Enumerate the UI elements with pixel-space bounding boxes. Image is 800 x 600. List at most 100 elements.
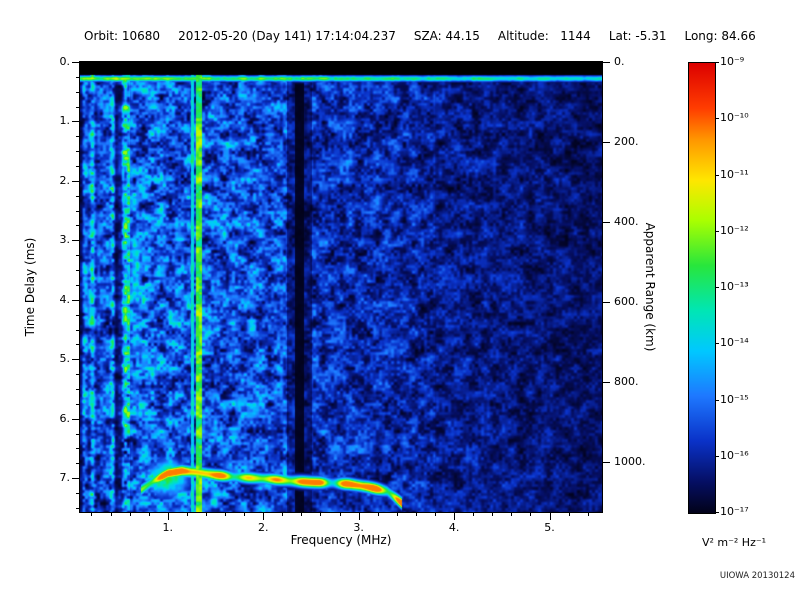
frequency-tick-label: 4. (448, 521, 460, 534)
colorbar-tick-mark (715, 455, 719, 457)
frequency-minor-tick (530, 512, 532, 516)
time-delay-tick-mark (72, 240, 80, 242)
time-delay-tick-label: 6. (59, 411, 71, 425)
frequency-minor-tick (244, 512, 246, 516)
colorbar-tick-mark (715, 62, 719, 63)
time-delay-minor-tick (76, 492, 80, 494)
time-delay-tick-mark (72, 418, 80, 420)
time-delay-minor-tick (76, 388, 80, 390)
credit-label: UIOWA 20130124 (719, 571, 795, 581)
frequency-minor-tick (492, 512, 494, 516)
colorbar-tick-label: 10⁻¹⁶ (720, 448, 749, 462)
colorbar-tick-label: 10⁻¹² (720, 223, 749, 237)
longitude-info: Long: 84.66 (684, 29, 756, 43)
time-delay-minor-tick (76, 329, 80, 331)
time-delay-minor-tick (76, 448, 80, 450)
colorbar-tick-mark (715, 118, 719, 120)
colorbar-tick-mark (715, 230, 719, 232)
time-delay-minor-tick (76, 270, 80, 272)
colorbar-tick-mark (715, 512, 719, 513)
time-delay-minor-tick (76, 433, 80, 435)
time-delay-tick-label: 3. (59, 233, 71, 247)
apparent-range-tick-mark (602, 462, 610, 463)
time-delay-minor-tick (76, 151, 80, 153)
frequency-minor-tick (205, 512, 207, 516)
apparent-range-tick-label: 800. (614, 375, 639, 388)
frequency-minor-tick (415, 512, 417, 516)
colorbar (688, 62, 716, 514)
apparent-range-tick-label: 1000. (614, 455, 646, 468)
time-delay-tick-label: 1. (59, 114, 71, 128)
apparent-range-tick-mark (602, 62, 610, 63)
frequency-minor-tick (339, 512, 341, 516)
frequency-tick-label: 3. (353, 521, 364, 534)
time-delay-minor-tick (76, 314, 80, 316)
colorbar-tick-label: 10⁻¹⁵ (720, 392, 749, 406)
apparent-range-tick-label: 400. (614, 215, 639, 228)
frequency-minor-tick (110, 512, 112, 516)
frequency-minor-tick (434, 512, 436, 516)
colorbar-tick-label: 10⁻¹¹ (720, 167, 749, 181)
frequency-minor-tick (148, 512, 150, 516)
orbit-info: Orbit: 10680 (84, 29, 161, 43)
frequency-minor-tick (396, 512, 398, 516)
colorbar-tick-mark (715, 174, 719, 176)
latitude-info: Lat: -5.31 (608, 29, 667, 43)
time-delay-minor-tick (76, 106, 80, 108)
colorbar-tick-label: 10⁻¹⁰ (720, 111, 749, 125)
frequency-minor-tick (91, 512, 93, 516)
frequency-tick-mark (167, 512, 169, 520)
time-delay-tick-label: 4. (59, 292, 71, 306)
time-delay-tick-mark (72, 359, 80, 361)
time-delay-minor-tick (76, 463, 80, 465)
time-delay-minor-tick (76, 195, 80, 197)
time-delay-tick-label: 2. (59, 173, 71, 187)
spectrogram-canvas (80, 62, 602, 512)
time-delay-minor-tick (76, 284, 80, 286)
colorbar-tick-mark (715, 343, 719, 345)
apparent-range-tick-mark (602, 222, 610, 223)
time-delay-tick-mark (72, 299, 80, 301)
time-delay-minor-tick (76, 91, 80, 93)
colorbar-tick-label: 10⁻¹³ (720, 280, 749, 293)
altitude-info: Altitude: 1144 (497, 29, 591, 43)
frequency-minor-tick (282, 512, 284, 516)
frequency-minor-tick (511, 512, 513, 516)
time-delay-minor-tick (76, 507, 80, 509)
time-delay-tick-label: 5. (59, 352, 71, 366)
frequency-tick-mark (263, 512, 265, 520)
frequency-tick-label: 1. (162, 521, 174, 534)
frequency-minor-tick (587, 512, 589, 516)
apparent-range-axis-label: Apparent Range (km) (643, 222, 657, 352)
apparent-range-tick-mark (602, 382, 610, 383)
apparent-range-tick-label: 200. (614, 135, 639, 148)
time-delay-minor-tick (76, 166, 80, 168)
apparent-range-tick-label: 600. (614, 295, 639, 308)
frequency-tick-label: 2. (257, 521, 269, 534)
frequency-tick-label: 5. (544, 521, 555, 534)
time-delay-tick-mark (72, 478, 80, 480)
time-delay-minor-tick (76, 344, 80, 346)
time-delay-minor-tick (76, 255, 80, 257)
apparent-range-tick-mark (602, 142, 610, 143)
time-delay-minor-tick (76, 374, 80, 376)
time-delay-tick-mark (72, 62, 80, 63)
frequency-minor-tick (377, 512, 379, 516)
time-delay-tick-mark (72, 121, 80, 123)
time-delay-axis-label: Time Delay (ms) (23, 237, 37, 337)
frequency-axis-label: Frequency (MHz) (290, 533, 392, 547)
time-delay-minor-tick (76, 136, 80, 138)
frequency-tick-mark (358, 512, 360, 520)
frequency-minor-tick (568, 512, 570, 516)
frequency-tick-mark (549, 512, 551, 520)
colorbar-tick-label: 10⁻¹⁷ (720, 505, 749, 518)
frequency-minor-tick (129, 512, 131, 516)
frequency-minor-tick (301, 512, 303, 516)
frequency-minor-tick (473, 512, 475, 516)
time-delay-tick-label: 7. (59, 471, 71, 485)
header-info: Orbit: 10680 2012-05-20 (Day 141) 17:14:… (84, 29, 756, 43)
frequency-tick-mark (454, 512, 456, 520)
time-delay-minor-tick (76, 210, 80, 212)
time-delay-tick-label: 0. (59, 55, 71, 68)
